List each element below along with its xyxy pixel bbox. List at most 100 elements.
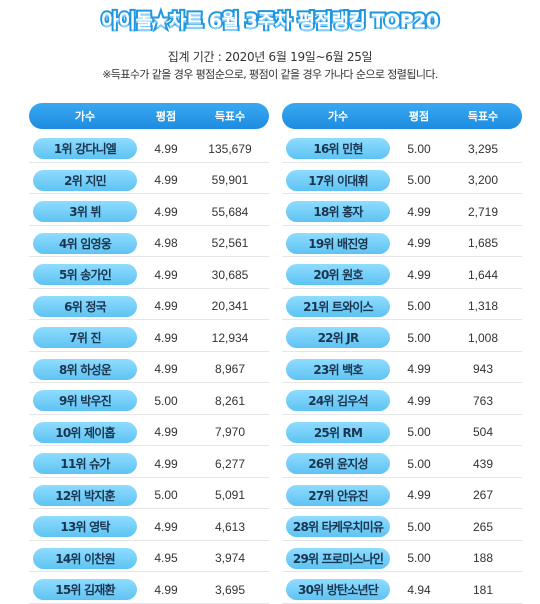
- table-row: 28위 타케우치미유 5.00 265: [282, 515, 522, 541]
- singer-cell: 18위 홍자: [282, 201, 394, 223]
- table-row: 29위 프로미스나인 5.00 188: [282, 547, 522, 572]
- votes-cell: 55,684: [211, 204, 249, 219]
- header-score: 평점: [408, 110, 430, 123]
- score-cell: 4.99: [154, 267, 178, 282]
- singer-name-pill: 27위 안유진: [286, 484, 390, 506]
- singer-name-pill: 7위 진: [33, 327, 137, 349]
- singer-cell: 7위 진: [29, 327, 141, 349]
- singer-name-pill: 16위 민현: [286, 138, 390, 160]
- header-singer: 가수: [74, 110, 96, 123]
- singer-name-pill: 20위 원호: [286, 264, 390, 286]
- votes-cell: 5,091: [214, 488, 246, 503]
- score-cell: 4.99: [154, 519, 178, 534]
- score-cell: 5.00: [154, 393, 178, 408]
- singer-name-pill: 25위 RM: [286, 421, 390, 443]
- header-votes: 득표수: [467, 110, 499, 123]
- period-text: 집계 기간 : 2020년 6월 19일~6월 25일: [167, 50, 373, 64]
- singer-cell: 11위 슈가: [29, 453, 141, 475]
- score-cell: 4.99: [154, 425, 178, 440]
- singer-cell: 30위 방탄소년단: [282, 579, 394, 601]
- table-row: 10위 제이홉 4.99 7,970: [29, 421, 269, 446]
- singer-name-pill: 8위 하성운: [33, 358, 137, 380]
- score-cell: 5.00: [407, 425, 431, 440]
- singer-name-pill: 15위 김재환: [33, 579, 137, 601]
- table-row: 3위 뷔 4.99 55,684: [29, 200, 269, 226]
- votes-cell: 265: [472, 519, 494, 534]
- votes-cell: 3,200: [467, 173, 499, 188]
- singer-name-pill: 14위 이찬원: [33, 547, 137, 569]
- singer-name-pill: 28위 타케우치미유: [286, 516, 390, 538]
- votes-cell: 504: [472, 425, 494, 440]
- singer-name-pill: 26위 윤지성: [286, 453, 390, 475]
- votes-cell: 1,685: [467, 236, 499, 251]
- singer-name-pill: 5위 송가인: [33, 264, 137, 286]
- singer-cell: 9위 박우진: [29, 390, 141, 412]
- singer-name-pill: 18위 홍자: [286, 201, 390, 223]
- table-row: 25위 RM 5.00 504: [282, 421, 522, 446]
- score-cell: 4.99: [154, 204, 178, 219]
- votes-cell: 267: [472, 488, 494, 503]
- table-row: 17위 이대휘 5.00 3,200: [282, 169, 522, 194]
- score-cell: 4.94: [407, 582, 431, 597]
- votes-cell: 8,261: [214, 393, 246, 408]
- singer-name-pill: 24위 김우석: [286, 390, 390, 412]
- table-row: 4위 임영웅 4.98 52,561: [29, 232, 269, 257]
- table-row: 19위 배진영 4.99 1,685: [282, 232, 522, 257]
- table-row: 13위 영탁 4.99 4,613: [29, 515, 269, 541]
- header-score: 평점: [155, 110, 177, 123]
- score-cell: 4.99: [154, 173, 178, 188]
- singer-name-pill: 6위 정국: [33, 295, 137, 317]
- singer-cell: 29위 프로미스나인: [282, 547, 394, 569]
- votes-cell: 59,901: [211, 173, 249, 188]
- singer-cell: 24위 김우석: [282, 390, 394, 412]
- score-cell: 5.00: [407, 330, 431, 345]
- singer-cell: 23위 백호: [282, 358, 394, 380]
- singer-cell: 6위 정국: [29, 295, 141, 317]
- singer-name-pill: 4위 임영웅: [33, 232, 137, 254]
- votes-cell: 30,685: [211, 267, 249, 282]
- header-votes: 득표수: [214, 110, 246, 123]
- singer-name-pill: 23위 백호: [286, 358, 390, 380]
- table-row: 15위 김재환 4.99 3,695: [29, 578, 269, 604]
- singer-cell: 19위 배진영: [282, 232, 394, 254]
- votes-cell: 52,561: [211, 236, 249, 251]
- table-header: 가수 평점 득표수: [29, 103, 269, 129]
- table-row: 18위 홍자 4.99 2,719: [282, 200, 522, 226]
- table-row: 20위 원호 4.99 1,644: [282, 263, 522, 289]
- votes-cell: 6,277: [214, 456, 246, 471]
- votes-cell: 763: [472, 393, 494, 408]
- singer-name-pill: 19위 배진영: [286, 232, 390, 254]
- votes-cell: 3,695: [214, 582, 246, 597]
- score-cell: 4.99: [154, 582, 178, 597]
- singer-name-pill: 12위 박지훈: [33, 484, 137, 506]
- table-row: 16위 민현 5.00 3,295: [282, 137, 522, 163]
- score-cell: 4.99: [154, 330, 178, 345]
- score-cell: 4.99: [407, 204, 431, 219]
- score-cell: 5.00: [407, 173, 431, 188]
- table-body-left: 1위 강다니엘 4.99 135,679 2위 지민 4.99 59,901 3위 뷔 4.9…: [29, 137, 269, 604]
- table-row: 9위 박우진 5.00 8,261: [29, 389, 269, 415]
- score-cell: 4.99: [154, 362, 178, 377]
- table-row: 21위 트와이스 5.00 1,318: [282, 295, 522, 320]
- singer-cell: 2위 지민: [29, 169, 141, 191]
- votes-cell: 3,974: [214, 551, 246, 566]
- votes-cell: 12,934: [211, 330, 249, 345]
- ranking-table-right: 가수 평점 득표수 16위 민현 5.00 3,295 17위 이대휘 5.00 3,20…: [282, 103, 522, 604]
- score-cell: 5.00: [407, 141, 431, 156]
- singer-cell: 20위 원호: [282, 264, 394, 286]
- table-row: 27위 안유진 4.99 267: [282, 484, 522, 509]
- score-cell: 5.00: [407, 456, 431, 471]
- header-singer: 가수: [327, 110, 349, 123]
- page-title: 아이돌★차트 6월 3주차 평점랭킹 TOP20: [99, 8, 441, 34]
- singer-cell: 27위 안유진: [282, 484, 394, 506]
- ranking-table-left: 가수 평점 득표수 1위 강다니엘 4.99 135,679 2위 지민 4.99 59,…: [29, 103, 269, 604]
- singer-cell: 13위 영탁: [29, 516, 141, 538]
- sort-note: ※득표수가 같을 경우 평점순으로, 평점이 같을 경우 가나다 순으로 정렬됩…: [102, 68, 438, 81]
- singer-name-pill: 9위 박우진: [33, 390, 137, 412]
- votes-cell: 188: [472, 551, 494, 566]
- votes-cell: 943: [472, 362, 494, 377]
- singer-name-pill: 13위 영탁: [33, 516, 137, 538]
- singer-cell: 14위 이찬원: [29, 547, 141, 569]
- singer-name-pill: 11위 슈가: [33, 453, 137, 475]
- score-cell: 5.00: [407, 519, 431, 534]
